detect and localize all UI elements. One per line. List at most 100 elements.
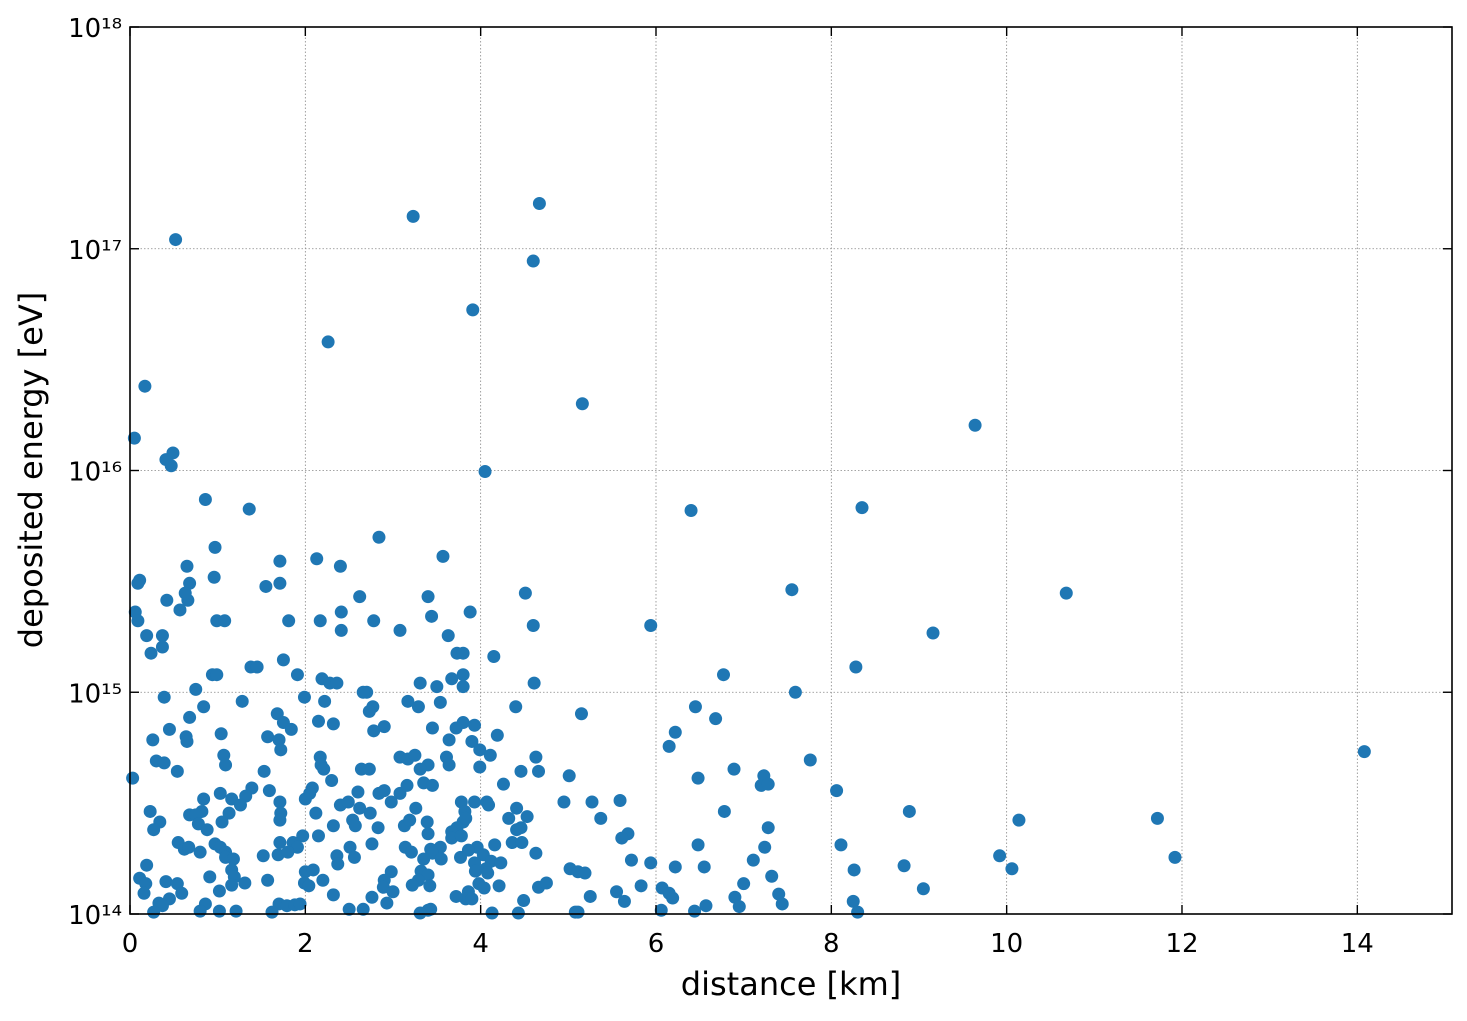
data-point	[727, 762, 741, 776]
data-point	[662, 739, 676, 753]
data-point	[436, 549, 450, 563]
data-point	[376, 880, 390, 894]
data-point	[293, 897, 307, 911]
data-point	[968, 418, 982, 432]
data-point	[1005, 862, 1019, 876]
data-point	[218, 614, 232, 628]
data-point	[144, 646, 158, 660]
data-point	[182, 840, 196, 854]
data-point	[273, 813, 287, 827]
data-point	[250, 660, 264, 674]
data-point	[423, 879, 437, 893]
data-point	[897, 859, 911, 873]
data-point	[157, 756, 171, 770]
x-tick-label: 14	[1341, 929, 1374, 959]
data-point	[298, 792, 312, 806]
data-point	[456, 668, 470, 682]
data-point	[610, 885, 624, 899]
ticks: 0 2 4 6 8 10 12 14 10¹⁴ 10¹⁵ 10¹⁶ 10¹⁷ 10¹⁸	[68, 14, 1452, 959]
data-point	[557, 795, 571, 809]
data-point	[406, 209, 420, 223]
data-point	[699, 899, 713, 913]
data-point	[1059, 586, 1073, 600]
data-point	[306, 863, 320, 877]
data-point	[173, 603, 187, 617]
data-point	[290, 840, 304, 854]
data-point	[131, 614, 145, 628]
data-point	[377, 720, 391, 734]
data-point	[326, 717, 340, 731]
data-point	[155, 629, 169, 643]
data-point	[318, 694, 332, 708]
data-point	[180, 559, 194, 573]
data-point	[273, 554, 287, 568]
data-point	[217, 748, 231, 762]
data-point	[772, 887, 786, 901]
data-point	[434, 852, 448, 866]
data-point	[430, 680, 444, 694]
data-point	[442, 733, 456, 747]
data-point	[222, 806, 236, 820]
data-point	[353, 801, 367, 815]
data-point	[468, 795, 482, 809]
data-point	[140, 858, 154, 872]
data-point	[183, 710, 197, 724]
data-point	[1168, 850, 1182, 864]
data-point	[847, 863, 861, 877]
data-point	[348, 819, 362, 833]
x-tick-label: 0	[122, 929, 139, 959]
data-point	[372, 530, 386, 544]
data-point	[445, 672, 459, 686]
data-point	[193, 845, 207, 859]
data-point	[849, 660, 863, 674]
data-point	[342, 902, 356, 916]
data-point	[317, 762, 331, 776]
data-point	[492, 879, 506, 893]
data-point	[147, 823, 161, 837]
data-point	[758, 840, 772, 854]
data-point	[296, 829, 310, 843]
data-point	[367, 614, 381, 628]
data-point	[169, 233, 183, 247]
data-point	[197, 792, 211, 806]
data-point	[803, 753, 817, 767]
data-point	[413, 762, 427, 776]
data-point	[219, 758, 233, 772]
data-point	[496, 777, 510, 791]
data-point	[691, 838, 705, 852]
data-point	[353, 590, 367, 604]
data-point	[788, 685, 802, 699]
data-point	[207, 570, 221, 584]
y-tick-label: 10¹⁶	[68, 458, 122, 488]
data-point	[526, 254, 540, 268]
data-point	[514, 764, 528, 778]
data-point	[311, 829, 325, 843]
data-point	[178, 586, 192, 600]
data-point	[465, 892, 479, 906]
data-point	[617, 894, 631, 908]
data-point	[851, 905, 865, 919]
data-point	[272, 733, 286, 747]
data-point	[316, 873, 330, 887]
data-point	[483, 748, 497, 762]
data-point	[505, 836, 519, 850]
data-point	[425, 609, 439, 623]
data-point	[532, 764, 546, 778]
points	[126, 196, 1371, 920]
data-point	[235, 694, 249, 708]
data-point	[785, 583, 799, 597]
x-tick-label: 8	[823, 929, 840, 959]
data-point	[365, 890, 379, 904]
data-point	[365, 837, 379, 851]
data-point	[284, 722, 298, 736]
data-point	[421, 827, 435, 841]
data-point	[212, 904, 226, 918]
data-point	[737, 877, 751, 891]
data-point	[175, 886, 189, 900]
data-point	[160, 593, 174, 607]
data-point	[709, 712, 723, 726]
data-point	[666, 891, 680, 905]
data-point	[441, 629, 455, 643]
